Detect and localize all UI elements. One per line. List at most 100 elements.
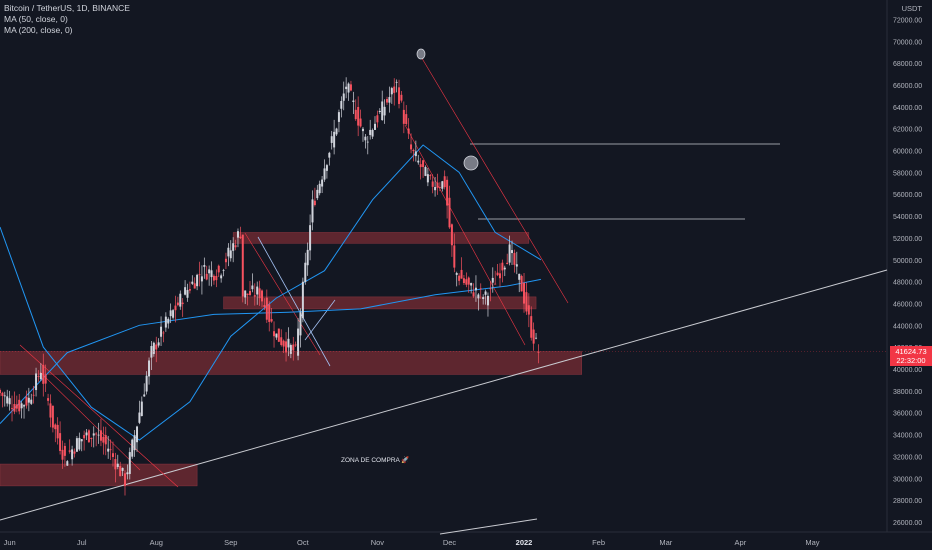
candle-body[interactable] <box>342 93 345 101</box>
trendline-lower-segment[interactable] <box>439 518 538 535</box>
candle-body[interactable] <box>328 152 331 158</box>
candle-body[interactable] <box>352 100 355 102</box>
candle-body[interactable] <box>8 398 11 405</box>
candle-body[interactable] <box>330 136 333 143</box>
candle-body[interactable] <box>49 403 52 418</box>
candle-body[interactable] <box>467 277 470 285</box>
candle-body[interactable] <box>527 305 530 315</box>
candle-body[interactable] <box>47 398 50 401</box>
candle-body[interactable] <box>345 86 348 90</box>
candle-body[interactable] <box>174 305 177 311</box>
candle-body[interactable] <box>261 290 264 302</box>
candle-body[interactable] <box>376 115 379 123</box>
candle-body[interactable] <box>265 297 268 320</box>
candle-body[interactable] <box>395 81 398 83</box>
candle-body[interactable] <box>371 129 374 137</box>
candle-body[interactable] <box>224 258 227 263</box>
candle-body[interactable] <box>532 329 535 344</box>
candle-body[interactable] <box>126 472 129 475</box>
candle-body[interactable] <box>429 175 432 177</box>
candle-body[interactable] <box>402 109 405 124</box>
candle-body[interactable] <box>208 269 211 274</box>
candle-body[interactable] <box>140 401 143 417</box>
candle-body[interactable] <box>6 396 9 404</box>
candle-body[interactable] <box>503 267 506 270</box>
candle-body[interactable] <box>54 424 57 430</box>
candle-body[interactable] <box>515 264 518 267</box>
candle-body[interactable] <box>508 244 511 263</box>
candle-body[interactable] <box>131 439 134 457</box>
candle-body[interactable] <box>378 110 381 113</box>
candle-body[interactable] <box>179 293 182 307</box>
candle-body[interactable] <box>443 176 446 188</box>
candle-body[interactable] <box>143 394 146 397</box>
candle-body[interactable] <box>258 288 261 299</box>
trendline-oct-blue[interactable] <box>304 299 336 341</box>
candle-body[interactable] <box>448 197 451 228</box>
candle-body[interactable] <box>486 295 489 306</box>
candle-body[interactable] <box>111 453 114 457</box>
candle-body[interactable] <box>160 326 163 337</box>
candle-body[interactable] <box>20 403 23 409</box>
candle-body[interactable] <box>364 136 367 141</box>
candle-body[interactable] <box>63 445 66 456</box>
candle-body[interactable] <box>369 129 372 135</box>
candle-body[interactable] <box>347 83 350 93</box>
candle-body[interactable] <box>470 282 473 286</box>
channel-line-upper[interactable] <box>419 54 569 304</box>
candle-body[interactable] <box>104 435 107 445</box>
candle-body[interactable] <box>325 165 328 171</box>
candle-body[interactable] <box>301 281 304 319</box>
candle-body[interactable] <box>220 275 223 279</box>
candle-body[interactable] <box>462 278 465 284</box>
candle-body[interactable] <box>114 459 117 470</box>
candle-body[interactable] <box>417 160 420 163</box>
candle-body[interactable] <box>333 131 336 148</box>
candle-body[interactable] <box>246 293 249 296</box>
candle-body[interactable] <box>383 106 386 116</box>
candle-body[interactable] <box>405 114 408 125</box>
candle-body[interactable] <box>248 291 251 295</box>
ma50-line[interactable] <box>0 144 542 441</box>
candle-body[interactable] <box>287 338 290 348</box>
candle-body[interactable] <box>210 270 213 278</box>
candle-body[interactable] <box>215 275 218 281</box>
candle-body[interactable] <box>337 112 340 122</box>
candle-body[interactable] <box>68 450 71 452</box>
candle-body[interactable] <box>11 407 14 409</box>
candle-body[interactable] <box>136 426 139 443</box>
candle-body[interactable] <box>455 273 458 275</box>
candle-body[interactable] <box>205 273 208 280</box>
candle-body[interactable] <box>3 395 6 397</box>
candle-body[interactable] <box>227 247 230 257</box>
candle-body[interactable] <box>388 97 391 103</box>
candle-body[interactable] <box>18 399 21 412</box>
candle-body[interactable] <box>164 316 167 328</box>
candle-body[interactable] <box>530 316 533 338</box>
candle-body[interactable] <box>152 342 155 354</box>
candle-body[interactable] <box>181 302 184 305</box>
candle-body[interactable] <box>169 310 172 317</box>
candle-body[interactable] <box>450 224 453 246</box>
candle-body[interactable] <box>188 289 191 291</box>
candle-body[interactable] <box>465 279 468 285</box>
candle-body[interactable] <box>366 141 369 143</box>
candle-body[interactable] <box>525 292 528 312</box>
candle-body[interactable] <box>460 269 463 279</box>
candle-body[interactable] <box>87 430 90 443</box>
candle-body[interactable] <box>304 262 307 282</box>
candle-body[interactable] <box>107 448 110 452</box>
candle-body[interactable] <box>422 160 425 168</box>
candle-body[interactable] <box>133 435 136 451</box>
channel-line-early-a[interactable] <box>19 344 179 488</box>
candle-body[interactable] <box>32 394 35 396</box>
candle-body[interactable] <box>196 274 199 287</box>
candle-body[interactable] <box>30 399 33 404</box>
candle-body[interactable] <box>39 373 42 380</box>
trendline-sep-blue[interactable] <box>257 236 331 367</box>
candle-body[interactable] <box>44 374 47 384</box>
candle-body[interactable] <box>172 310 175 318</box>
candle-body[interactable] <box>25 396 28 406</box>
candle-body[interactable] <box>239 236 242 239</box>
